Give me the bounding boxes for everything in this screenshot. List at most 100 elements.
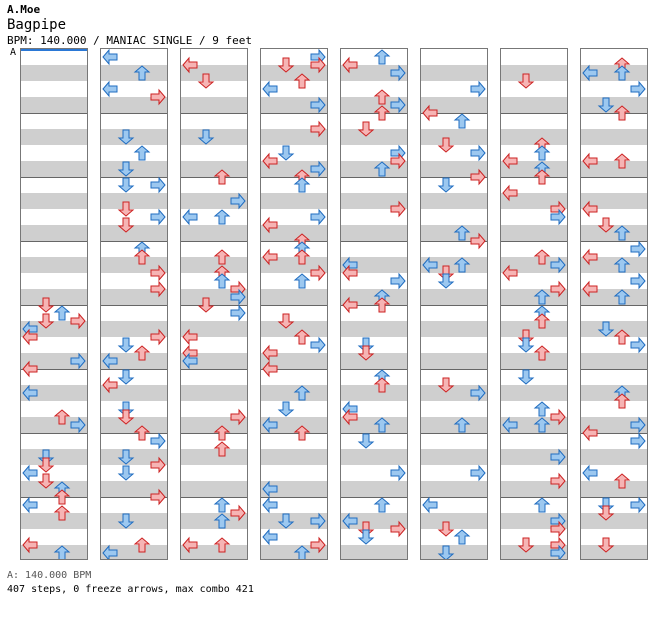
measure-line (501, 241, 567, 242)
beat-stripe (341, 385, 407, 401)
beat-stripe (341, 65, 407, 81)
up-arrow-icon (373, 105, 391, 121)
right-arrow-icon (70, 312, 86, 330)
beat-stripe (21, 385, 87, 401)
left-arrow-icon (582, 248, 598, 266)
up-arrow-icon (133, 425, 151, 441)
left-arrow-icon (342, 264, 358, 282)
beat-stripe (501, 417, 567, 433)
beat-stripe (581, 545, 647, 559)
up-arrow-icon (613, 393, 631, 409)
measure-line (101, 241, 167, 242)
up-arrow-icon (293, 425, 311, 441)
up-arrow-icon (613, 257, 631, 273)
down-arrow-icon (517, 537, 535, 553)
beat-stripe (181, 417, 247, 433)
measure-line (21, 369, 87, 370)
right-arrow-icon (630, 240, 646, 258)
measure-line (421, 241, 487, 242)
right-arrow-icon (150, 488, 166, 506)
right-arrow-icon (150, 280, 166, 298)
down-arrow-icon (117, 337, 135, 353)
down-arrow-icon (197, 73, 215, 89)
left-arrow-icon (22, 496, 38, 514)
right-arrow-icon (550, 280, 566, 298)
left-arrow-icon (262, 360, 278, 378)
beat-stripe (501, 193, 567, 209)
beat-stripe (341, 417, 407, 433)
chart-column (340, 48, 408, 560)
right-arrow-icon (150, 328, 166, 346)
up-arrow-icon (53, 489, 71, 505)
measure-line (421, 433, 487, 434)
beat-stripe (181, 225, 247, 241)
left-arrow-icon (262, 248, 278, 266)
beat-stripe (501, 513, 567, 529)
notes-layer (262, 49, 326, 559)
up-arrow-icon (133, 537, 151, 553)
notes-layer (422, 80, 486, 559)
down-arrow-icon (597, 217, 615, 233)
chart-column (100, 48, 168, 560)
measure-line (101, 497, 167, 498)
bpm-line (21, 49, 87, 51)
artist-name: A.Moe (7, 3, 41, 16)
notes-layer (22, 297, 86, 559)
down-arrow-icon (117, 465, 135, 481)
right-arrow-icon (630, 416, 646, 434)
beat-stripe (421, 65, 487, 81)
measure-line (261, 177, 327, 178)
measure-line (261, 305, 327, 306)
measure-line (581, 177, 647, 178)
beat-stripe (421, 129, 487, 145)
beat-stripe (21, 193, 87, 209)
right-arrow-icon (310, 264, 326, 282)
left-arrow-icon (102, 49, 118, 66)
beat-stripe (421, 353, 487, 369)
measure-line (421, 113, 487, 114)
beat-stripe (341, 129, 407, 145)
up-arrow-icon (293, 385, 311, 401)
beat-stripe (261, 193, 327, 209)
up-arrow-icon (293, 177, 311, 193)
measure-line (501, 497, 567, 498)
right-arrow-icon (230, 288, 246, 306)
up-arrow-icon (293, 329, 311, 345)
up-arrow-icon (613, 329, 631, 345)
chart-column (420, 48, 488, 560)
beat-stripe (181, 513, 247, 529)
beat-stripe (341, 257, 407, 273)
beat-stripe (101, 193, 167, 209)
beat-stripe (581, 417, 647, 433)
beat-stripe (421, 193, 487, 209)
beat-stripe (501, 225, 567, 241)
up-arrow-icon (373, 377, 391, 393)
measure-line (341, 177, 407, 178)
down-arrow-icon (357, 345, 375, 361)
left-arrow-icon (342, 56, 358, 74)
right-arrow-icon (550, 256, 566, 274)
left-arrow-icon (582, 64, 598, 82)
up-arrow-icon (213, 249, 231, 265)
down-arrow-icon (517, 337, 535, 353)
beat-stripe (341, 193, 407, 209)
beat-stripe (261, 289, 327, 305)
up-arrow-icon (533, 169, 551, 185)
down-arrow-icon (117, 161, 135, 177)
right-arrow-icon (630, 432, 646, 450)
notes-layer (102, 49, 166, 559)
beat-stripe (101, 257, 167, 273)
beat-stripe (181, 321, 247, 337)
beat-stripe (21, 417, 87, 433)
measure-line (341, 241, 407, 242)
left-arrow-icon (262, 216, 278, 234)
up-arrow-icon (213, 425, 231, 441)
beat-stripe (181, 161, 247, 177)
beat-stripe (261, 417, 327, 433)
beat-stripe (101, 449, 167, 465)
up-arrow-icon (53, 505, 71, 521)
right-arrow-icon (390, 272, 406, 290)
right-arrow-icon (470, 80, 486, 98)
right-arrow-icon (550, 208, 566, 226)
beat-stripe (101, 225, 167, 241)
